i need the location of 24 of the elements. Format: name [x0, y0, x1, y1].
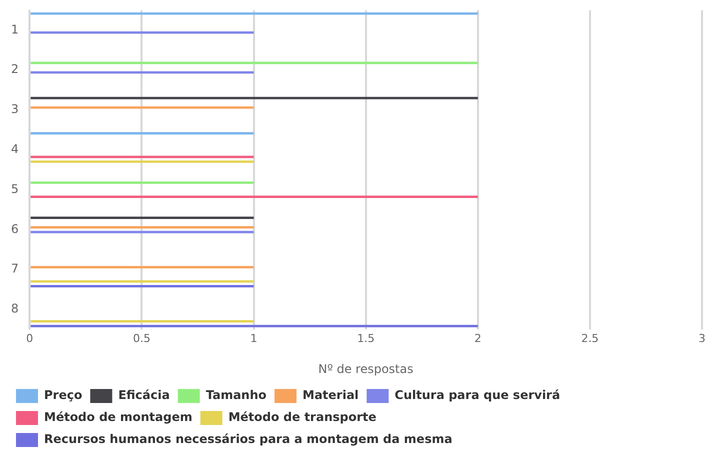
x-tick-label: 1 — [250, 332, 258, 345]
y-tick-label: 3 — [10, 102, 19, 116]
x-tick-label: 2.5 — [581, 332, 599, 345]
legend-label: Preço — [44, 388, 82, 402]
x-tick-label: 0.5 — [132, 332, 150, 345]
y-tick-label: 6 — [10, 222, 19, 236]
y-tick-label: 2 — [10, 62, 19, 76]
y-tick-label: 5 — [10, 182, 19, 196]
y-tick-label: 8 — [10, 302, 19, 316]
x-tick-label: 3 — [698, 332, 706, 345]
x-tick-label: 2 — [474, 332, 482, 345]
y-tick-label: 1 — [10, 22, 19, 36]
legend-label: Recursos humanos necessários para a montagem da mesma — [44, 432, 452, 446]
legend-label: Método de transporte — [228, 410, 376, 424]
legend-label: Material — [302, 388, 359, 402]
legend-label: Tamanho — [206, 388, 267, 402]
x-axis-title: Nº de respostas — [318, 362, 414, 376]
legend-label: Cultura para que servirá — [394, 388, 560, 402]
y-tick-label: 4 — [10, 142, 19, 156]
y-tick-label: 7 — [10, 262, 19, 276]
x-tick-label: 0 — [26, 332, 34, 345]
legend-label: Eficácia — [118, 388, 170, 402]
x-tick-label: 1.5 — [357, 332, 375, 345]
legend-label: Método de montagem — [44, 410, 192, 424]
